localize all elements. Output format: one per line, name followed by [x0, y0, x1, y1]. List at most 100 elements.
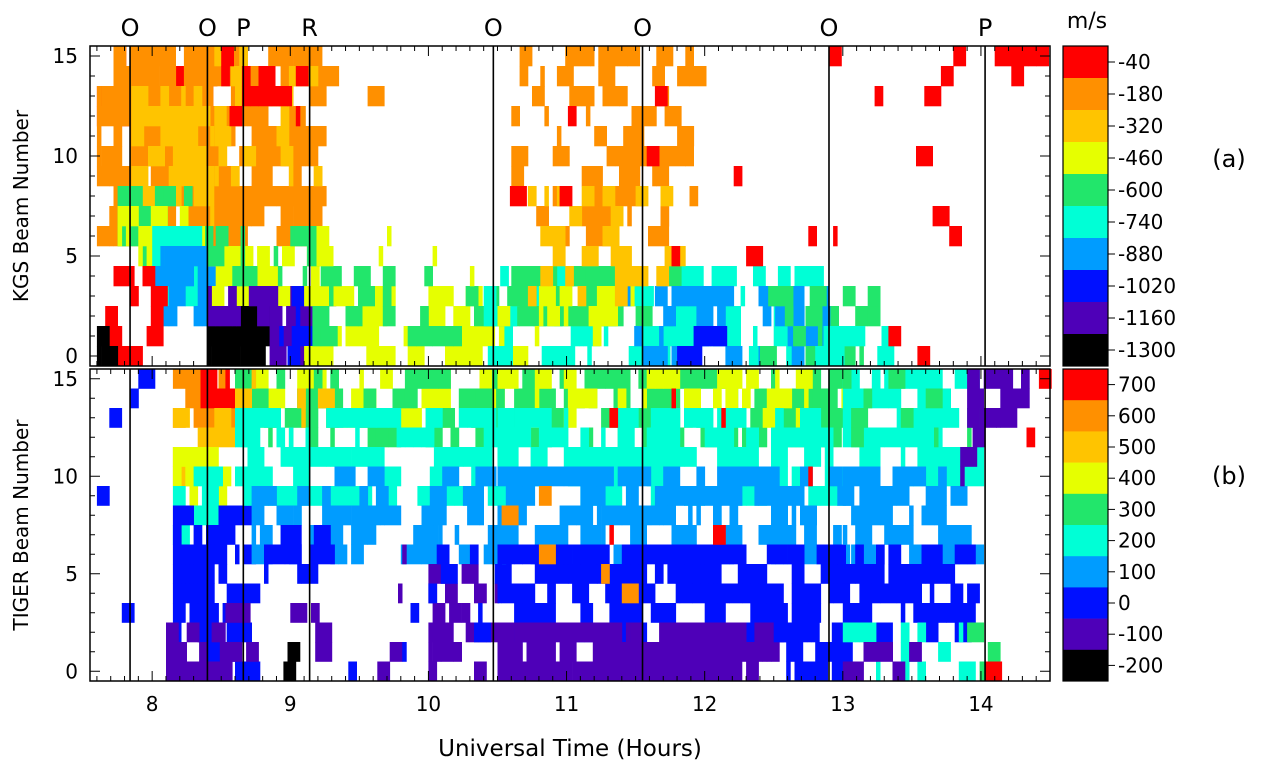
- heatmap-cell: [909, 369, 927, 389]
- heatmap-cell: [232, 286, 237, 307]
- heatmap-cell: [851, 346, 856, 367]
- heatmap-cell: [207, 246, 225, 267]
- heatmap-cell: [711, 266, 729, 287]
- heatmap-cell: [526, 642, 544, 662]
- heatmap-cell: [247, 447, 261, 467]
- heatmap-cell: [338, 544, 348, 565]
- heatmap-cell: [338, 466, 356, 487]
- heatmap-cell: [580, 388, 598, 409]
- heatmap-cell: [276, 186, 286, 207]
- heatmap-cell: [101, 86, 110, 107]
- heatmap-cell: [113, 326, 123, 347]
- colorbar-label: 0: [1118, 591, 1131, 615]
- heatmap-cell: [218, 206, 236, 227]
- heatmap-cell: [840, 642, 853, 662]
- heatmap-cell: [733, 622, 747, 643]
- heatmap-cell: [457, 346, 471, 367]
- heatmap-cell: [494, 564, 512, 584]
- colorbar-frame: [1062, 45, 1109, 367]
- heatmap-cell: [130, 346, 143, 367]
- heatmap-cell: [541, 346, 551, 367]
- heatmap-cell: [522, 369, 536, 389]
- heatmap-cell: [309, 427, 319, 448]
- heatmap-cell: [671, 525, 685, 545]
- heatmap-cell: [330, 408, 339, 428]
- heatmap-cell: [171, 46, 176, 67]
- heatmap-cell: [210, 466, 223, 487]
- heatmap-cell: [320, 326, 338, 347]
- heatmap-cell: [349, 306, 359, 327]
- colorbar-swatch: [1063, 46, 1108, 79]
- heatmap-cell: [884, 427, 902, 448]
- heatmap-cell: [867, 486, 877, 506]
- heatmap-cell: [638, 505, 652, 526]
- heatmap-cell: [811, 661, 828, 682]
- heatmap-cell: [552, 226, 566, 247]
- heatmap-cell: [569, 66, 574, 87]
- heatmap-cell: [497, 642, 507, 662]
- heatmap-cell: [177, 564, 182, 584]
- heatmap-cell: [667, 642, 681, 662]
- heatmap-cell: [638, 544, 652, 565]
- heatmap-cell: [946, 544, 951, 565]
- heatmap-cell: [316, 346, 334, 367]
- heatmap-cell: [659, 622, 664, 643]
- heatmap-cell: [251, 206, 265, 227]
- heatmap-cell: [534, 622, 540, 643]
- heatmap-cell: [859, 388, 864, 409]
- heatmap-cell: [450, 408, 455, 428]
- heatmap-cell: [243, 486, 248, 506]
- heatmap-cell: [692, 622, 710, 643]
- heatmap-cell: [247, 106, 265, 127]
- heatmap-cell: [559, 622, 565, 643]
- heatmap-cell: [646, 146, 660, 167]
- heatmap-cell: [284, 544, 302, 565]
- heatmap-cell: [214, 206, 219, 227]
- heatmap-cell: [777, 266, 787, 287]
- heatmap-cell: [779, 427, 784, 448]
- heatmap-cell: [559, 186, 573, 207]
- heatmap-cell: [646, 388, 660, 409]
- heatmap-cell: [172, 126, 178, 147]
- heatmap-cell: [313, 166, 323, 187]
- heatmap-cell: [429, 466, 439, 487]
- heatmap-cell: [617, 447, 631, 467]
- heatmap-cell: [684, 447, 697, 467]
- heatmap-cell: [421, 369, 439, 389]
- heatmap-cell: [750, 427, 759, 448]
- heatmap-cell: [226, 622, 236, 643]
- heatmap-cell: [650, 408, 664, 428]
- heatmap-cell: [507, 286, 512, 307]
- heatmap-cell: [177, 286, 186, 307]
- heatmap-cell: [290, 226, 295, 247]
- heatmap-cell: [183, 86, 193, 107]
- heatmap-cell: [609, 466, 614, 487]
- heatmap-cell: [573, 266, 587, 287]
- heatmap-cell: [215, 326, 225, 347]
- heatmap-cell: [670, 326, 688, 347]
- heatmap-cell: [594, 206, 599, 227]
- heatmap-cell: [301, 106, 306, 127]
- heatmap-cell: [650, 447, 660, 467]
- heatmap-cell: [609, 486, 623, 506]
- heatmap-cell: [634, 326, 643, 347]
- heatmap-cell: [250, 86, 259, 107]
- colorbar-swatch: [1063, 174, 1108, 207]
- heatmap-cell: [754, 388, 764, 409]
- heatmap-cell: [924, 86, 942, 107]
- heatmap-cell: [417, 486, 427, 506]
- heatmap-cell: [269, 346, 287, 367]
- heatmap-cell: [251, 466, 257, 487]
- heatmap-cell: [130, 388, 139, 409]
- heatmap-cell: [569, 206, 583, 227]
- heatmap-cell: [421, 388, 439, 409]
- heatmap-cell: [565, 226, 570, 247]
- heatmap-cell: [617, 642, 623, 662]
- heatmap-cell: [556, 126, 562, 147]
- heatmap-cell: [675, 388, 681, 409]
- heatmap-cell: [214, 126, 232, 147]
- heatmap-cell: [806, 622, 812, 643]
- colorbar-label: 600: [1118, 404, 1156, 428]
- heatmap-cell: [766, 603, 784, 623]
- heatmap-cell: [277, 266, 283, 287]
